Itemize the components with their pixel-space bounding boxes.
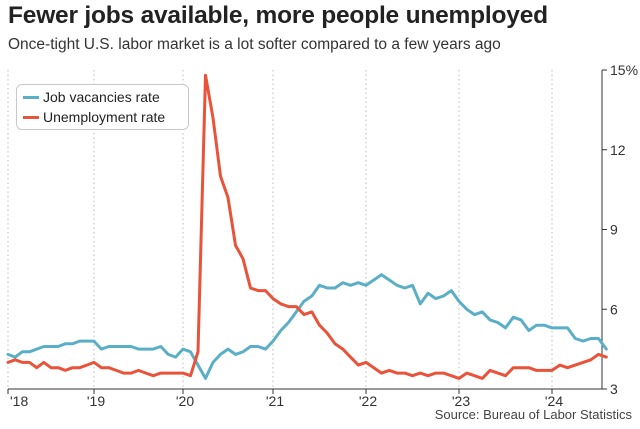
- y-tick-label-9: 9: [610, 222, 618, 238]
- legend: Job vacancies rate Unemployment rate: [16, 84, 189, 130]
- x-tick-label-2024: '24: [545, 393, 563, 409]
- chart-subtitle: Once-tight U.S. labor market is a lot so…: [8, 36, 501, 53]
- legend-item-job-vacancies: Job vacancies rate: [17, 87, 188, 107]
- grid-lines: [7, 70, 553, 389]
- x-tick-label-2022: '22: [359, 393, 377, 409]
- legend-label-job-vacancies: Job vacancies rate: [43, 89, 160, 105]
- y-tick-label-15: 15%: [610, 62, 638, 78]
- legend-label-unemployment: Unemployment rate: [43, 109, 166, 125]
- y-tick-label-3: 3: [610, 381, 618, 397]
- x-tick-label-2023: '23: [452, 393, 470, 409]
- chart-title: Fewer jobs available, more people unempl…: [8, 2, 548, 29]
- x-tick-label-2020: '20: [176, 393, 194, 409]
- legend-swatch-job-vacancies: [23, 96, 39, 99]
- series-line-unemployment: [6, 73, 608, 380]
- legend-swatch-unemployment: [23, 116, 39, 119]
- source-note: Source: Bureau of Labor Statistics: [434, 407, 632, 422]
- axis-ticks: '18 '19 '20 '21 '22 '23 '24 3 6 9 12 15%: [7, 62, 638, 409]
- legend-item-unemployment: Unemployment rate: [17, 107, 188, 127]
- y-tick-label-12: 12: [610, 142, 626, 158]
- x-tick-label-2021: '21: [266, 393, 284, 409]
- y-tick-label-6: 6: [610, 301, 618, 317]
- x-tick-label-2019: '19: [87, 393, 105, 409]
- series-line-job-vacancies: [6, 273, 608, 380]
- series-lines: [6, 73, 608, 380]
- x-tick-label-2018: '18: [10, 393, 28, 409]
